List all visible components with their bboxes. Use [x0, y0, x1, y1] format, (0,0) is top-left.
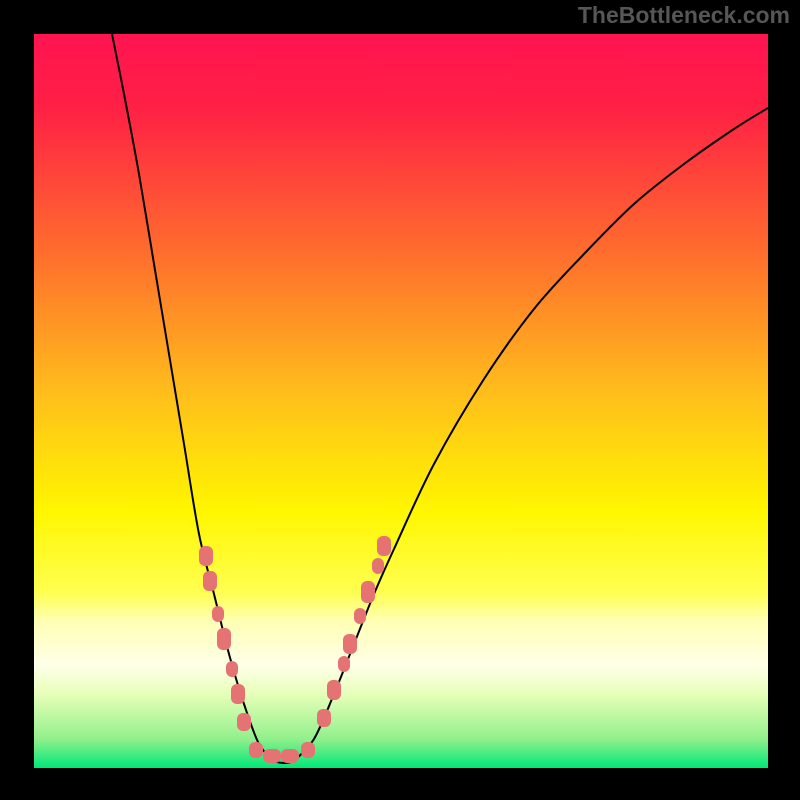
- data-marker: [343, 634, 357, 654]
- data-marker: [217, 628, 231, 650]
- data-marker: [361, 581, 375, 603]
- data-marker: [317, 709, 331, 727]
- data-marker: [203, 571, 217, 591]
- data-marker: [354, 608, 366, 624]
- data-marker: [199, 546, 213, 566]
- data-marker: [249, 742, 263, 758]
- watermark-label: TheBottleneck.com: [578, 2, 790, 29]
- gradient-background: [34, 34, 768, 768]
- data-marker: [338, 656, 350, 672]
- data-marker: [263, 749, 281, 763]
- data-marker: [327, 680, 341, 700]
- data-marker: [372, 558, 384, 574]
- plot-svg: [34, 34, 768, 768]
- data-marker: [237, 713, 251, 731]
- data-marker: [377, 536, 391, 556]
- data-marker: [231, 684, 245, 704]
- chart-container: TheBottleneck.com: [0, 0, 800, 800]
- data-marker: [301, 742, 315, 758]
- data-marker: [212, 606, 224, 622]
- data-marker: [226, 661, 238, 677]
- data-marker: [281, 749, 299, 763]
